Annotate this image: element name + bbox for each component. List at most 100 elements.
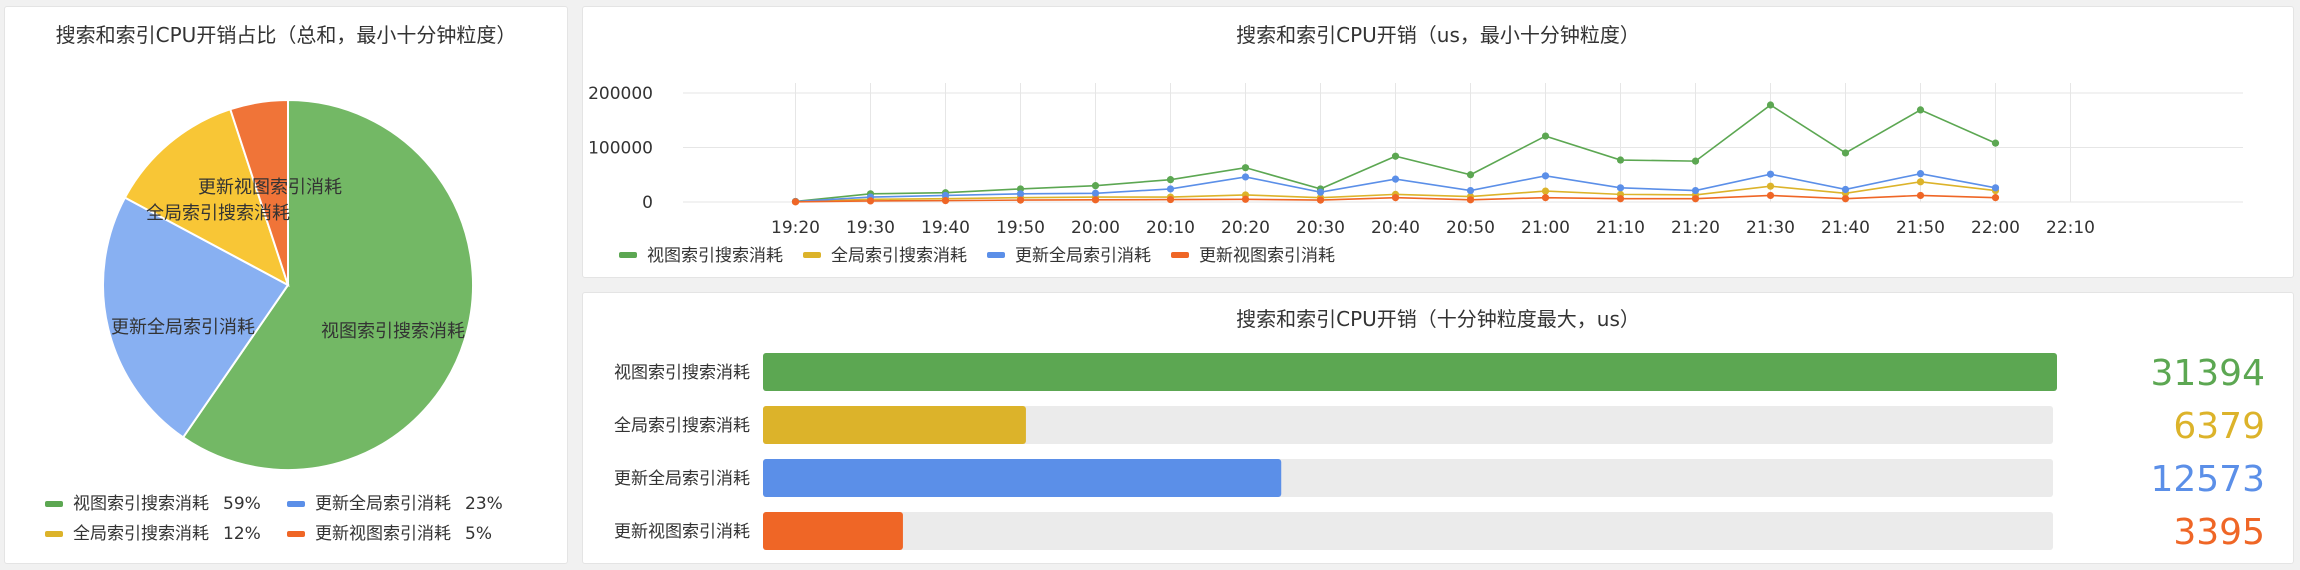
data-point (941, 191, 950, 200)
legend-swatch (45, 501, 63, 507)
x-tick-label: 21:50 (1896, 218, 1945, 238)
data-point (1766, 101, 1775, 109)
data-point (1466, 196, 1475, 204)
x-tick-label: 22:00 (1971, 218, 2020, 238)
data-point (1166, 176, 1175, 184)
legend-swatch (803, 252, 821, 258)
data-point (1391, 152, 1400, 160)
data-point (1541, 194, 1550, 202)
data-point (1391, 175, 1400, 183)
data-point (1691, 195, 1700, 203)
data-point (1691, 157, 1700, 165)
pie-slice (181, 98, 474, 471)
data-point (1166, 195, 1175, 204)
x-tick-label: 20:50 (1446, 218, 1495, 238)
pie-slice (229, 98, 289, 286)
data-point (1091, 189, 1100, 197)
data-point (1841, 185, 1850, 194)
legend-percent: 23% (465, 494, 503, 514)
pie-slice-label: 更新全局索引消耗 (111, 317, 255, 338)
data-point (1316, 188, 1325, 196)
bar (763, 512, 903, 550)
bar-value-label: 3395 (2173, 512, 2265, 553)
pie-slice-label: 更新视图索引消耗 (198, 177, 342, 198)
x-tick-label: 20:40 (1371, 218, 1420, 238)
legend-label: 视图索引搜索消耗 (73, 494, 209, 514)
data-point (1841, 149, 1850, 157)
legend-swatch (287, 501, 305, 507)
data-point (1091, 182, 1100, 190)
x-tick-label: 22:10 (2046, 218, 2095, 238)
bar-panel: 搜索和索引CPU开销（十分钟粒度最大，us） 视图索引搜索消耗 31394 全局索引… (582, 292, 2294, 564)
bar-category-label: 更新全局索引消耗 (614, 469, 750, 489)
x-tick-label: 20:20 (1221, 218, 1270, 238)
legend-percent: 59% (223, 494, 261, 514)
pie-panel: 搜索和索引CPU开销占比（总和，最小十分钟粒度） 视图索引搜索消耗 更新全局索引消… (4, 6, 568, 564)
y-tick-label: 0 (642, 193, 653, 213)
x-tick-label: 20:00 (1071, 218, 1120, 238)
pie-chart-title: 搜索和索引CPU开销占比（总和，最小十分钟粒度） (55, 23, 517, 47)
legend-swatch (287, 531, 305, 537)
bar-chart-title: 搜索和索引CPU开销（十分钟粒度最大，us） (1236, 307, 1640, 331)
legend-label: 更新全局索引消耗 (315, 494, 451, 514)
data-point (1916, 170, 1925, 178)
data-point (1166, 185, 1175, 193)
data-point (1541, 187, 1550, 195)
x-tick-label: 19:40 (921, 218, 970, 238)
data-point (1991, 194, 2000, 202)
data-point (1916, 106, 1925, 114)
data-point (1091, 196, 1100, 204)
legend-label: 更新视图索引消耗 (315, 524, 451, 544)
legend-swatch (1171, 252, 1189, 258)
data-point (1691, 186, 1700, 195)
data-point (1241, 173, 1250, 181)
x-tick-label: 21:40 (1821, 218, 1870, 238)
data-point (1916, 191, 1925, 200)
data-point (1541, 172, 1550, 180)
legend-label: 全局索引搜索消耗 (73, 524, 209, 544)
data-point (1391, 194, 1400, 202)
bar (763, 353, 2057, 391)
bar (763, 459, 1282, 497)
data-point (1466, 186, 1475, 195)
line-chart-title: 搜索和索引CPU开销（us，最小十分钟粒度） (1236, 23, 1640, 47)
bar-value-label: 12573 (2150, 459, 2265, 500)
bar-chart: 视图索引搜索消耗 31394 全局索引搜索消耗 6379 更新全局索引消耗 12573 更新… (614, 353, 2265, 553)
data-point (1766, 182, 1775, 190)
data-point (1241, 195, 1250, 203)
x-tick-label: 20:30 (1296, 218, 1345, 238)
data-point (1991, 184, 2000, 192)
x-tick-label: 19:30 (846, 218, 895, 238)
line-panel: 搜索和索引CPU开销（us，最小十分钟粒度） 0 100000 200000 19:2… (582, 6, 2294, 278)
data-point (1316, 196, 1325, 204)
pie-slice (102, 196, 290, 439)
data-point (1541, 132, 1550, 140)
bar-track (763, 512, 2053, 550)
y-tick-label: 200000 (588, 84, 653, 104)
data-point (866, 197, 875, 205)
x-tick-label: 19:50 (996, 218, 1045, 238)
data-point (1616, 156, 1625, 164)
data-point (1766, 170, 1775, 178)
x-tick-label: 21:10 (1596, 218, 1645, 238)
legend-label: 更新全局索引消耗 (1015, 246, 1151, 266)
pie-slice-label: 全局索引搜索消耗 (146, 203, 290, 224)
x-tick-label: 20:10 (1146, 218, 1195, 238)
data-point (1616, 184, 1625, 192)
bar-category-label: 全局索引搜索消耗 (614, 416, 750, 436)
bar-category-label: 更新视图索引消耗 (614, 522, 750, 542)
legend-swatch (987, 252, 1005, 258)
y-tick-label: 100000 (588, 139, 653, 159)
data-point (1016, 190, 1025, 198)
data-point (1916, 178, 1925, 186)
pie-chart: 视图索引搜索消耗更新全局索引消耗全局索引搜索消耗更新视图索引消耗视图索引搜索消耗… (45, 98, 503, 544)
data-point (941, 197, 950, 205)
data-point (791, 198, 800, 206)
x-tick-label: 19:20 (771, 218, 820, 238)
data-point (1241, 164, 1250, 172)
legend-label: 更新视图索引消耗 (1199, 246, 1335, 266)
line-chart: 0 100000 200000 19:20 19:30 19:40 19:50 20:00 20… (588, 83, 2243, 266)
data-point (1466, 171, 1475, 179)
bar-track (763, 406, 2053, 444)
bar-value-label: 6379 (2173, 406, 2265, 447)
